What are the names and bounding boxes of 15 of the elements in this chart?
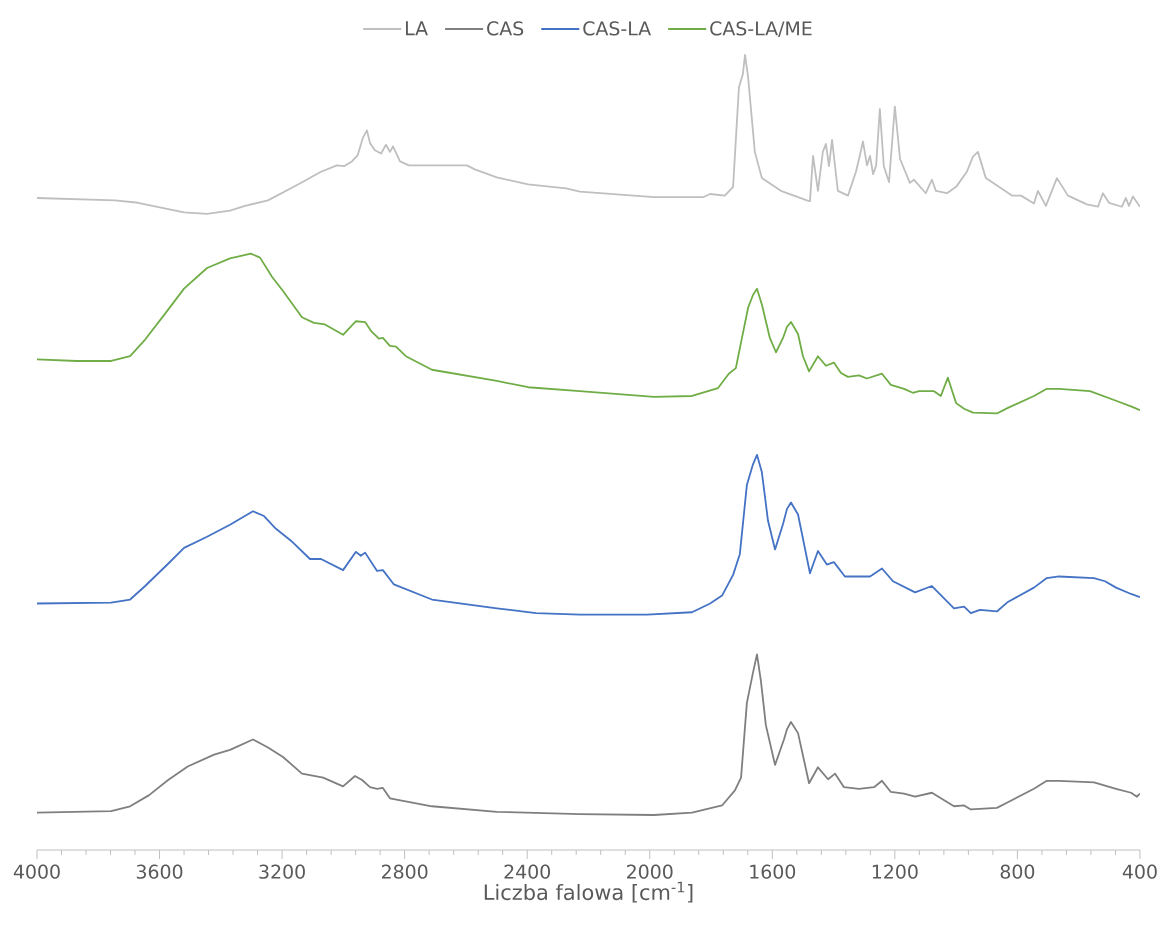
x-tick-label: 1200 [872, 864, 918, 879]
x-tick-label: 800 [1000, 864, 1035, 879]
x-tick-label: 400 [1122, 864, 1157, 879]
legend-label: CAS-LA/ME [710, 21, 812, 38]
x-tick-label: 2800 [381, 864, 428, 879]
x-tick-label: 2400 [504, 864, 551, 879]
x-tick-label: 3200 [259, 864, 305, 879]
x-axis-title: Liczba falowa [cm$^{-1}$] [484, 881, 693, 903]
legend-label: CAS [487, 21, 524, 36]
legend-label: LA [406, 21, 428, 36]
x-tick-label: 3600 [136, 864, 183, 879]
x-tick-label: 2000 [627, 864, 673, 879]
x-tick-label: 1600 [750, 864, 796, 879]
legend-label: CAS-LA [583, 21, 651, 36]
x-tick-label: 4000 [13, 864, 60, 879]
